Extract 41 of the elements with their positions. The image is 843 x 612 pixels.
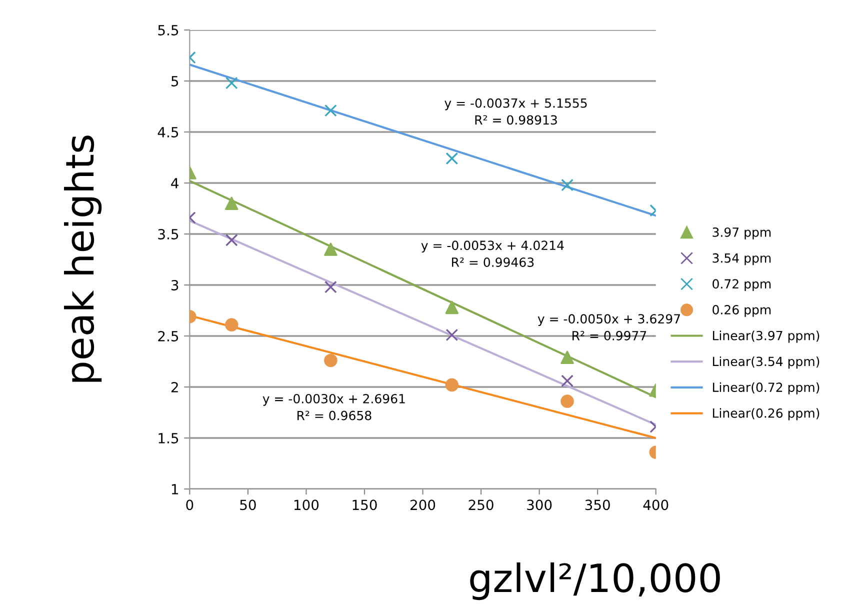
- x-tick-label: 250: [468, 500, 494, 510]
- legend-label: 0.26 ppm: [712, 304, 771, 317]
- legend-label: Linear(0.26 ppm): [712, 408, 820, 420]
- y-tick-label: 3.5: [158, 228, 178, 240]
- point: [324, 242, 338, 256]
- y-tick-label: 4.5: [158, 127, 178, 138]
- x-tick-label: 150: [352, 500, 377, 510]
- x-axis-title: gzlvl²/10,000: [470, 562, 720, 600]
- y-axis-title: peak heights: [64, 136, 102, 382]
- y-tick-label: 2: [171, 382, 178, 392]
- x-tick-label: 50: [240, 500, 256, 510]
- point: [445, 300, 459, 314]
- y-tick-label: 1: [172, 484, 178, 494]
- point: [446, 152, 458, 165]
- y-tick-label: 5.5: [158, 25, 178, 36]
- legend-label: 3.97 ppm: [712, 227, 771, 240]
- x-tick-label: 200: [410, 500, 436, 510]
- point: [324, 280, 337, 294]
- annotation: y = -0.0050x + 3.6297 R² = 0.9977: [538, 314, 680, 340]
- legend-label: Linear(0.72 ppm): [712, 382, 820, 394]
- x-tick-label: 300: [527, 500, 552, 510]
- annotation: y = -0.0053x + 4.0214 R² = 0.99463: [421, 240, 564, 267]
- x-tick-label: 350: [585, 500, 610, 510]
- point: [324, 354, 338, 368]
- y-tick-label: 3: [171, 280, 178, 290]
- legend-label: 0.72 ppm: [712, 279, 771, 292]
- point: [446, 328, 458, 342]
- y-tick-label: 2.5: [158, 330, 178, 342]
- x-tick-label: 400: [643, 500, 668, 510]
- y-tick-label: 4: [171, 178, 178, 188]
- legend-label: Linear(3.97 ppm): [712, 330, 820, 343]
- point: [324, 104, 337, 117]
- x-tick-label: 0: [186, 500, 194, 510]
- point: [445, 378, 459, 392]
- annotation: y = -0.0037x + 5.1555 R² = 0.98913: [444, 98, 587, 125]
- y-tick-label: 5: [171, 76, 178, 86]
- x-tick-label: 100: [294, 500, 319, 510]
- legend-label: Linear(3.54 ppm): [712, 356, 820, 369]
- y-tick-label: 1.5: [158, 433, 178, 444]
- annotation: y = -0.0030x + 2.6961 R² = 0.9658: [262, 394, 405, 420]
- legend-label: 3.54 ppm: [712, 253, 771, 266]
